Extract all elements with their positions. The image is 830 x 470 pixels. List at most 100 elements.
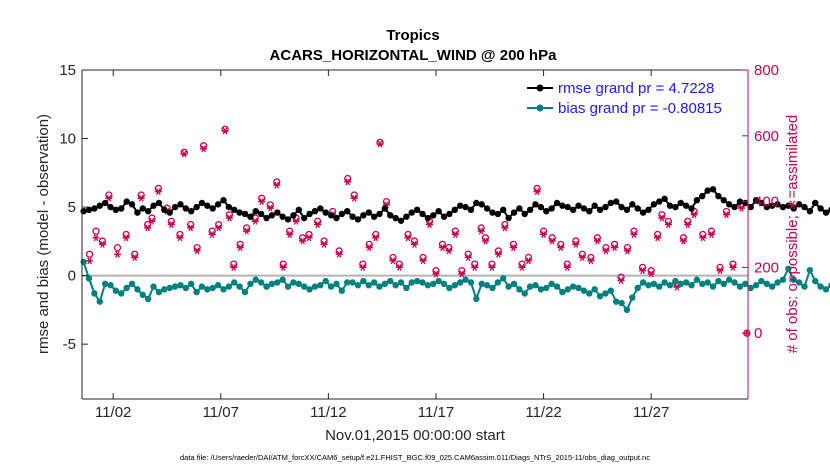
obs-assimilated-point [438, 244, 447, 252]
y-left-tick-label: 15 [59, 62, 76, 79]
obs-assimilated-point [404, 234, 412, 242]
obs-assimilated-stroke [100, 240, 105, 248]
rmse-point [672, 203, 679, 211]
obs-assimilated-point [395, 263, 403, 271]
chart-title-line2: ACARS_HORIZONTAL_WIND @ 200 hPa [270, 47, 558, 64]
obs-assimilated-stroke [267, 204, 273, 212]
rmse-point [209, 205, 216, 212]
bias-point [559, 288, 566, 296]
rmse-point [817, 205, 824, 212]
bias-point [274, 279, 281, 286]
bias-point [790, 276, 797, 283]
bias-point [101, 280, 109, 288]
obs-assimilated-stroke [293, 217, 299, 225]
obs-assimilated-point [533, 188, 541, 196]
bias-point [661, 279, 668, 286]
obs-assimilated-stroke [377, 140, 383, 148]
bias-point [435, 277, 442, 285]
obs-assimilated-stroke [300, 237, 305, 245]
rmse-point [682, 202, 690, 209]
obs-assimilated-stroke [440, 244, 445, 252]
rmse-point [408, 209, 415, 216]
obs-assimilated-stroke [181, 150, 187, 158]
rmse-point [553, 199, 561, 207]
bias-point [666, 282, 674, 289]
rmse-point [300, 214, 308, 222]
rmse-point [295, 206, 302, 214]
rmse-point [80, 207, 87, 215]
bias-point [494, 279, 502, 286]
bias-point [774, 279, 781, 286]
obs-assimilated-point [113, 250, 122, 258]
bias-point [709, 283, 717, 290]
obs-assimilated-stroke [336, 250, 342, 258]
legend: rmse grand pr = 4.7228 bias grand pr = -… [520, 76, 740, 118]
bias-point [134, 286, 141, 293]
bias-point [822, 286, 830, 293]
rmse-point [575, 202, 582, 209]
rmse-point [462, 203, 469, 211]
obs-assimilated-stroke [280, 263, 286, 271]
plot-area [82, 70, 748, 399]
bias-point [537, 286, 545, 293]
footnote: data file: /Users/raeder/DAI/ATM_forcXX/… [180, 453, 650, 462]
rmse-point [419, 210, 426, 218]
obs-assimilated-stroke [446, 247, 452, 255]
rmse-point [360, 212, 367, 219]
obs-possible-point [85, 250, 94, 258]
rmse-point [247, 213, 254, 220]
rmse-point [284, 216, 292, 223]
rmse-point [96, 202, 103, 209]
bias-point [96, 298, 103, 305]
obs-assimilated-stroke [526, 257, 531, 265]
bias-point [123, 284, 130, 292]
y-left-tick-label: 0 [68, 268, 76, 285]
rmse-point [596, 206, 604, 214]
rmse-point [586, 207, 593, 215]
obs-assimilated-stroke [612, 244, 617, 252]
obs-assimilated-stroke [194, 247, 200, 255]
legend-box [520, 76, 740, 118]
bias-point [188, 280, 195, 288]
rmse-point [387, 212, 394, 219]
rmse-point [112, 206, 120, 214]
obs-assimilated-point [664, 221, 672, 229]
obs-assimilated-point [654, 234, 662, 242]
rmse-point [333, 214, 340, 222]
bias-point [193, 288, 200, 296]
bias-point [682, 279, 690, 286]
rmse-point [822, 209, 830, 216]
obs-assimilated-stroke [168, 221, 174, 229]
obs-assimilated-stroke [237, 244, 243, 252]
obs-assimilated-stroke [489, 263, 495, 271]
bias-point [220, 286, 227, 293]
bias-point [327, 283, 335, 290]
obs-assimilated-point [137, 194, 145, 202]
rmse-point [220, 197, 227, 204]
legend-bias-label: bias grand pr = -0.80815 [558, 100, 722, 117]
obs-assimilated-point [539, 231, 548, 238]
bias-point [483, 282, 491, 289]
bias-point [381, 280, 389, 288]
obs-assimilated-stroke [351, 194, 357, 202]
x-tick-label: 11/22 [525, 404, 561, 421]
rmse-point [338, 210, 346, 218]
bias-point [720, 280, 727, 288]
rmse-point [193, 203, 200, 211]
rmse-point [752, 197, 760, 204]
bias-point [505, 283, 512, 290]
obs-assimilated-point [451, 231, 459, 238]
bias-point [736, 283, 744, 290]
obs-assimilated-point [221, 127, 229, 135]
rmse-point [204, 202, 211, 209]
bias-point [500, 275, 507, 282]
bias-point [354, 282, 362, 289]
rmse-point [693, 197, 701, 204]
obs-assimilated-point [432, 270, 440, 278]
obs-assimilated-point [548, 237, 556, 245]
bias-point [591, 286, 598, 293]
bias-point [478, 280, 485, 288]
rmse-point [263, 214, 270, 222]
bias-point [553, 283, 561, 290]
rmse-point [214, 201, 222, 208]
